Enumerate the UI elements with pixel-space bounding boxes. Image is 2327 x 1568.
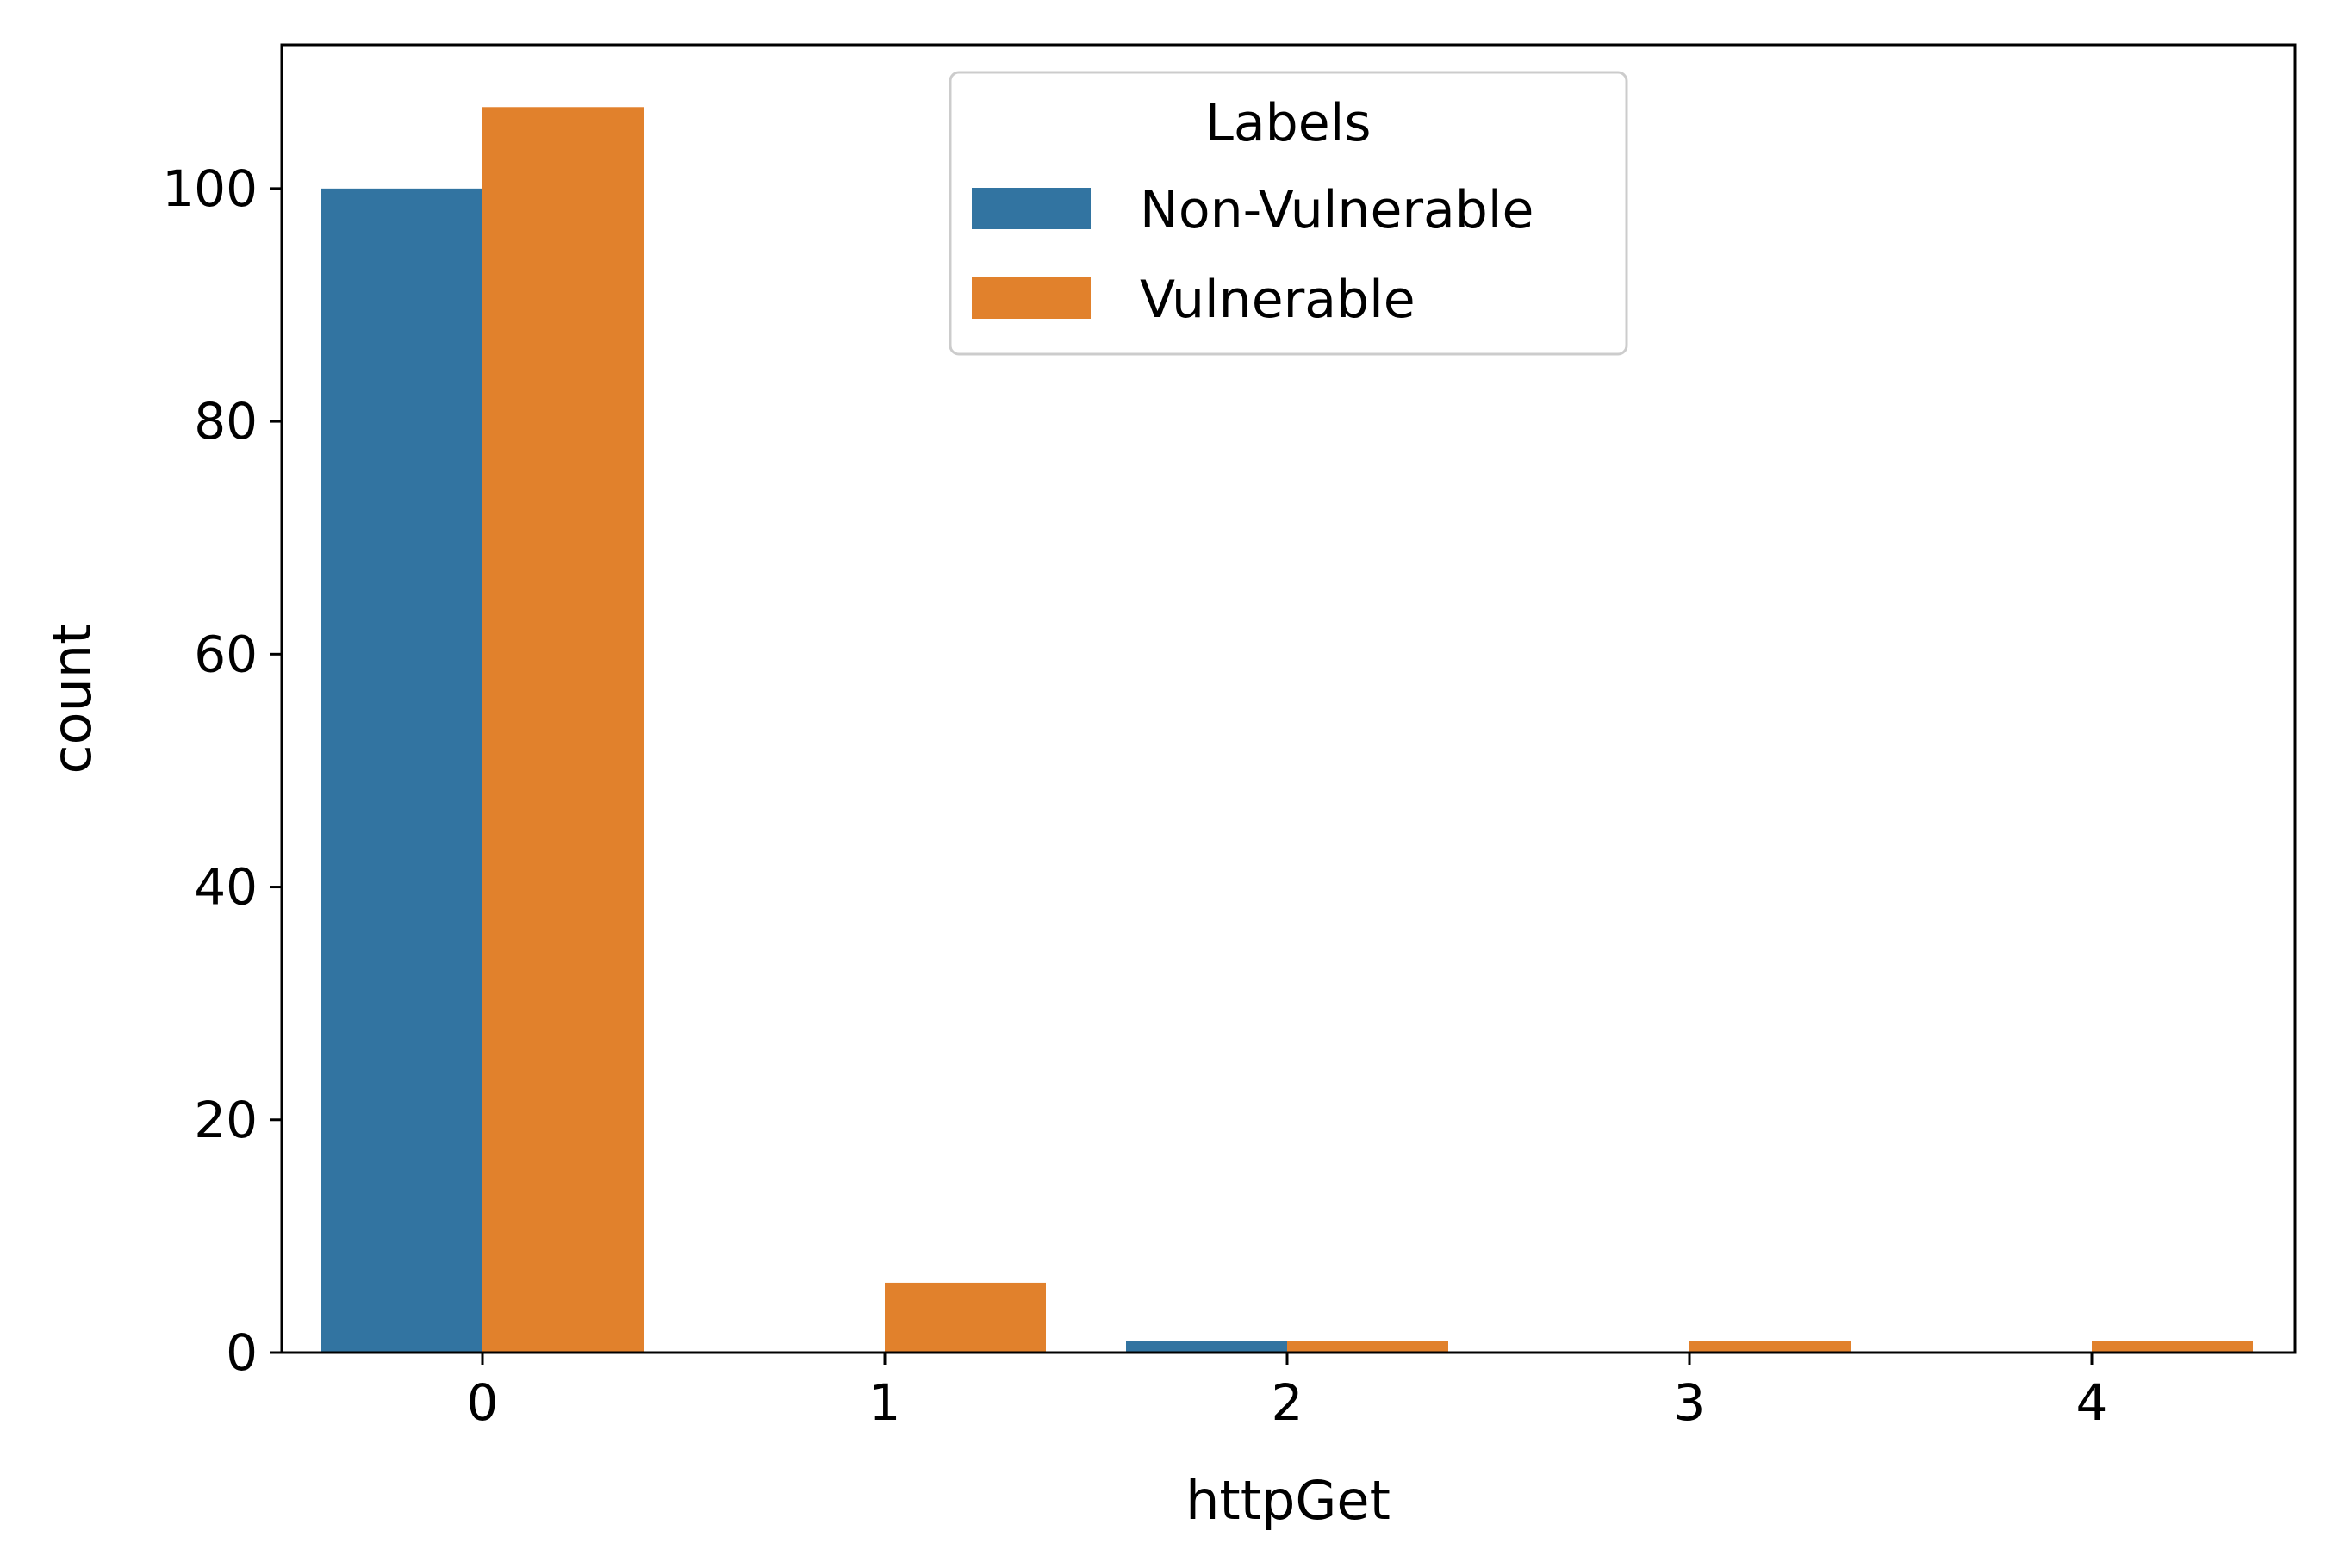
bar-non-vulnerable-2 [1126, 1341, 1287, 1353]
bar-vulnerable-3 [1689, 1341, 1851, 1353]
bars-layer [321, 107, 2253, 1353]
y-tick-label-60: 60 [194, 625, 258, 683]
x-tick-label-3: 3 [1674, 1373, 1706, 1432]
y-axis: 0 20 40 60 80 100 [162, 159, 282, 1382]
legend-swatch-vulnerable [972, 277, 1091, 319]
plot-frame [280, 43, 2297, 1354]
legend-swatch-non-vulnerable [972, 188, 1091, 229]
legend: Labels Non-Vulnerable Vulnerable [949, 71, 1628, 356]
x-tick-label-4: 4 [2076, 1373, 2108, 1432]
legend-box [949, 71, 1628, 356]
y-axis-label: count [40, 624, 103, 775]
bar-non-vulnerable-0 [321, 188, 482, 1353]
x-tick-label-0: 0 [467, 1373, 499, 1432]
x-tick-label-2: 2 [1272, 1373, 1303, 1432]
y-tick-label-80: 80 [194, 392, 258, 451]
legend-label-vulnerable: Vulnerable [1140, 270, 1415, 330]
x-axis: 0 1 2 3 4 [467, 1353, 2108, 1432]
bar-vulnerable-2 [1287, 1341, 1448, 1353]
bar-vulnerable-1 [885, 1282, 1046, 1353]
y-tick-label-0: 0 [226, 1323, 258, 1382]
legend-label-non-vulnerable: Non-Vulnerable [1140, 180, 1534, 240]
x-tick-label-1: 1 [869, 1373, 901, 1432]
y-tick-label-20: 20 [194, 1091, 258, 1149]
bar-vulnerable-4 [2092, 1341, 2253, 1353]
bar-vulnerable-0 [482, 107, 644, 1353]
legend-title: Labels [1204, 93, 1371, 153]
y-tick-label-100: 100 [162, 159, 258, 218]
x-axis-label: httpGet [1185, 1469, 1391, 1532]
y-tick-label-40: 40 [194, 858, 258, 917]
